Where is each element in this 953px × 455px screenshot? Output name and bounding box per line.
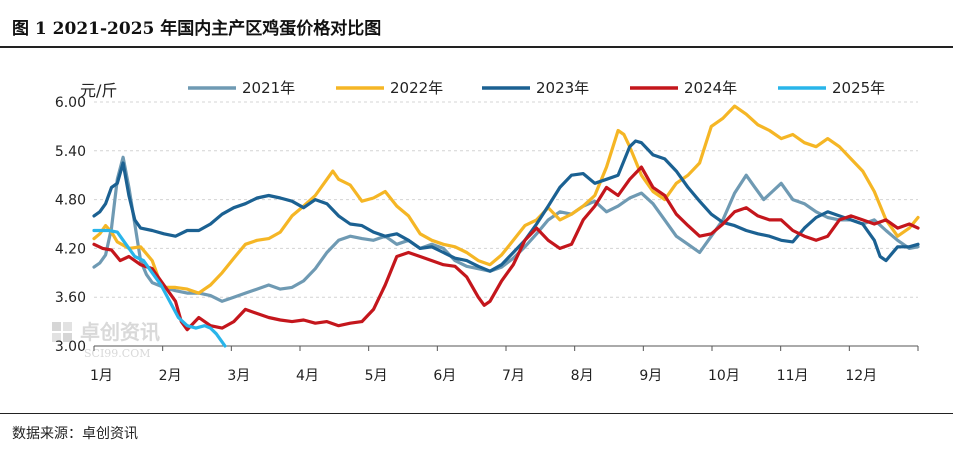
axes: 3.00 3.60 4.20 4.80 5.40 6.00 1月 2月 3月 4月 5月 6月 7月 8月… bbox=[55, 81, 919, 384]
legend-label: 2023年 bbox=[536, 79, 589, 97]
watermark-logo-block bbox=[52, 333, 61, 342]
x-tick-label: 5月 bbox=[365, 368, 388, 384]
y-tick-label: 4.80 bbox=[55, 193, 86, 209]
x-tick-label: 7月 bbox=[502, 368, 525, 384]
egg-price-line-chart: 卓创资讯 SCI99.COM 3.00 3.60 4.20 4.80 5.40 6.00 1… bbox=[52, 79, 920, 384]
watermark: 卓创资讯 SCI99.COM bbox=[52, 320, 160, 360]
x-tick-label: 12月 bbox=[845, 368, 877, 384]
title-rule bbox=[0, 46, 953, 48]
source-rule bbox=[0, 413, 953, 414]
x-tick-label: 9月 bbox=[639, 368, 662, 384]
series-line bbox=[92, 228, 227, 348]
watermark-logo-block bbox=[52, 322, 61, 331]
y-axis-unit-label: 元/斤 bbox=[80, 81, 117, 100]
legend-label: 2024年 bbox=[684, 79, 737, 97]
watermark-logo-block bbox=[63, 333, 72, 342]
x-tick-label: 6月 bbox=[433, 368, 456, 384]
series-group bbox=[92, 104, 920, 348]
series-line bbox=[92, 165, 920, 332]
y-tick-label: 4.20 bbox=[55, 241, 86, 257]
legend-label: 2025年 bbox=[832, 79, 885, 97]
y-tick-label: 6.00 bbox=[55, 95, 86, 111]
watermark-logo-block bbox=[63, 322, 72, 331]
legend: 2021年 2022年 2023年 2024年 2025年 bbox=[188, 79, 885, 97]
watermark-text: 卓创资讯 bbox=[80, 320, 160, 344]
y-tick-label: 5.40 bbox=[55, 144, 86, 160]
legend-label: 2021年 bbox=[242, 79, 295, 97]
y-tick-label: 3.00 bbox=[55, 339, 86, 355]
x-tick-label: 2月 bbox=[159, 368, 182, 384]
source-note: 数据来源：卓创资讯 bbox=[12, 426, 138, 442]
watermark-subtext: SCI99.COM bbox=[84, 347, 151, 360]
y-tick-label: 3.60 bbox=[55, 290, 86, 306]
x-tick-label: 10月 bbox=[708, 368, 740, 384]
series-line bbox=[92, 104, 920, 295]
x-tick-label: 3月 bbox=[227, 368, 250, 384]
x-tick-label: 11月 bbox=[777, 368, 809, 384]
x-tick-label: 8月 bbox=[571, 368, 594, 384]
series-line bbox=[92, 139, 920, 273]
figure-title: 图 1 2021-2025 年国内主产区鸡蛋价格对比图 bbox=[12, 19, 382, 39]
legend-label: 2022年 bbox=[390, 79, 443, 97]
x-tick-label: 1月 bbox=[90, 368, 113, 384]
grid bbox=[94, 101, 918, 298]
x-tick-label: 4月 bbox=[296, 368, 319, 384]
